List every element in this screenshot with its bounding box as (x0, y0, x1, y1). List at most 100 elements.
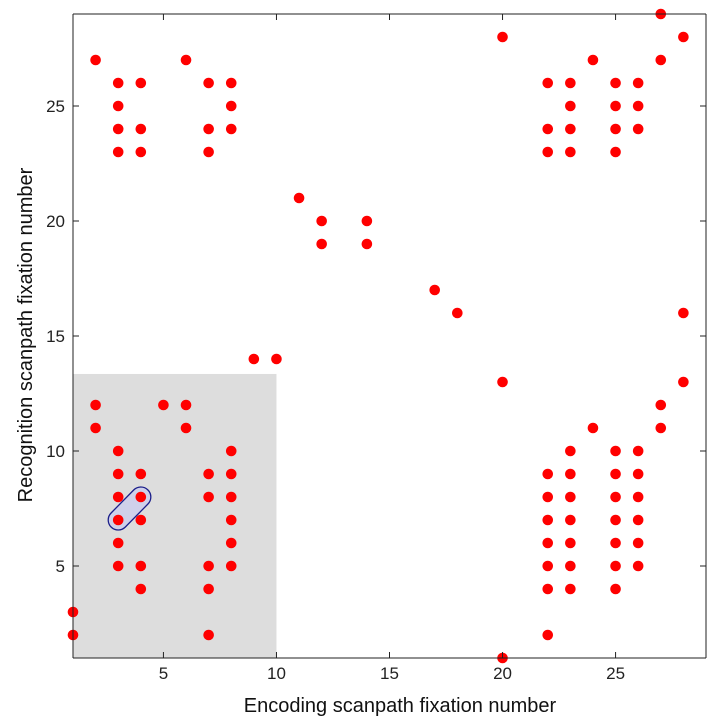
data-point (203, 468, 214, 480)
data-point (632, 537, 644, 549)
y-tick-label: 15 (46, 327, 65, 346)
data-point (135, 583, 147, 595)
data-point (225, 100, 237, 112)
data-point (112, 445, 124, 457)
data-point (225, 445, 237, 457)
data-point (225, 537, 237, 549)
data-point (90, 422, 101, 434)
data-point (565, 146, 576, 158)
data-point (565, 77, 576, 89)
data-point (90, 399, 101, 411)
data-point (248, 353, 260, 365)
data-point (610, 468, 621, 480)
data-point (180, 54, 192, 66)
data-point (610, 146, 621, 158)
data-point (429, 284, 441, 296)
x-tick-label: 15 (380, 664, 399, 683)
data-point (565, 583, 576, 595)
data-point (225, 468, 237, 480)
data-point (112, 537, 124, 549)
data-point (158, 399, 169, 411)
data-point (542, 514, 554, 526)
data-point (203, 491, 214, 503)
data-point (361, 238, 373, 250)
x-tick-label: 25 (606, 664, 625, 683)
data-point (316, 238, 327, 250)
data-point (135, 514, 147, 526)
data-point (632, 445, 644, 457)
x-tick-label: 5 (159, 664, 168, 683)
y-tick-label: 25 (46, 97, 65, 116)
y-tick-label: 20 (46, 212, 65, 231)
data-point (112, 123, 124, 135)
data-point (655, 399, 667, 411)
data-point (203, 146, 214, 158)
data-point (610, 445, 621, 457)
data-point (203, 560, 214, 572)
data-point (542, 537, 554, 549)
data-point (655, 54, 667, 66)
data-point (655, 422, 667, 434)
x-tick-label: 20 (493, 664, 512, 683)
y-tick-label: 10 (46, 442, 65, 461)
data-point (565, 123, 576, 135)
data-point (203, 583, 214, 595)
data-point (112, 491, 124, 503)
data-point (112, 100, 124, 112)
y-axis-label: Recognition scanpath fixation number (15, 167, 37, 502)
data-point (542, 560, 554, 572)
data-point (112, 77, 124, 89)
data-point (180, 422, 192, 434)
data-point (112, 468, 124, 480)
data-point (135, 468, 147, 480)
data-point (90, 54, 101, 66)
x-axis-label: Encoding scanpath fixation number (244, 695, 557, 717)
data-point (180, 399, 192, 411)
data-point (610, 583, 621, 595)
data-point (225, 560, 237, 572)
data-point (225, 77, 237, 89)
data-point (678, 376, 689, 388)
data-point (632, 491, 644, 503)
data-point (565, 100, 576, 112)
data-point (632, 100, 644, 112)
data-point (610, 77, 621, 89)
data-point (225, 514, 237, 526)
data-point (542, 123, 554, 135)
data-point (632, 77, 644, 89)
data-point (542, 77, 554, 89)
data-point (678, 31, 689, 43)
data-point (542, 629, 554, 641)
data-point (293, 192, 305, 204)
data-point (587, 54, 599, 66)
data-point (632, 514, 644, 526)
data-point (565, 537, 576, 549)
data-point (135, 146, 147, 158)
data-point (632, 560, 644, 572)
data-point (316, 215, 327, 227)
data-point (203, 123, 214, 135)
data-point (225, 491, 237, 503)
data-point (135, 491, 147, 503)
data-point (610, 123, 621, 135)
data-point (112, 514, 124, 526)
data-point (632, 468, 644, 480)
data-point (452, 307, 463, 319)
data-point (203, 77, 214, 89)
data-point (361, 215, 373, 227)
data-point (610, 560, 621, 572)
data-point (565, 560, 576, 572)
data-point (610, 537, 621, 549)
x-tick-label: 10 (267, 664, 286, 683)
data-point (632, 123, 644, 135)
data-point (203, 629, 214, 641)
data-point (610, 100, 621, 112)
data-point (135, 123, 147, 135)
data-point (112, 560, 124, 572)
data-point (497, 31, 508, 43)
data-point (565, 491, 576, 503)
data-point (225, 123, 237, 135)
data-point (542, 583, 554, 595)
data-point (271, 353, 282, 365)
